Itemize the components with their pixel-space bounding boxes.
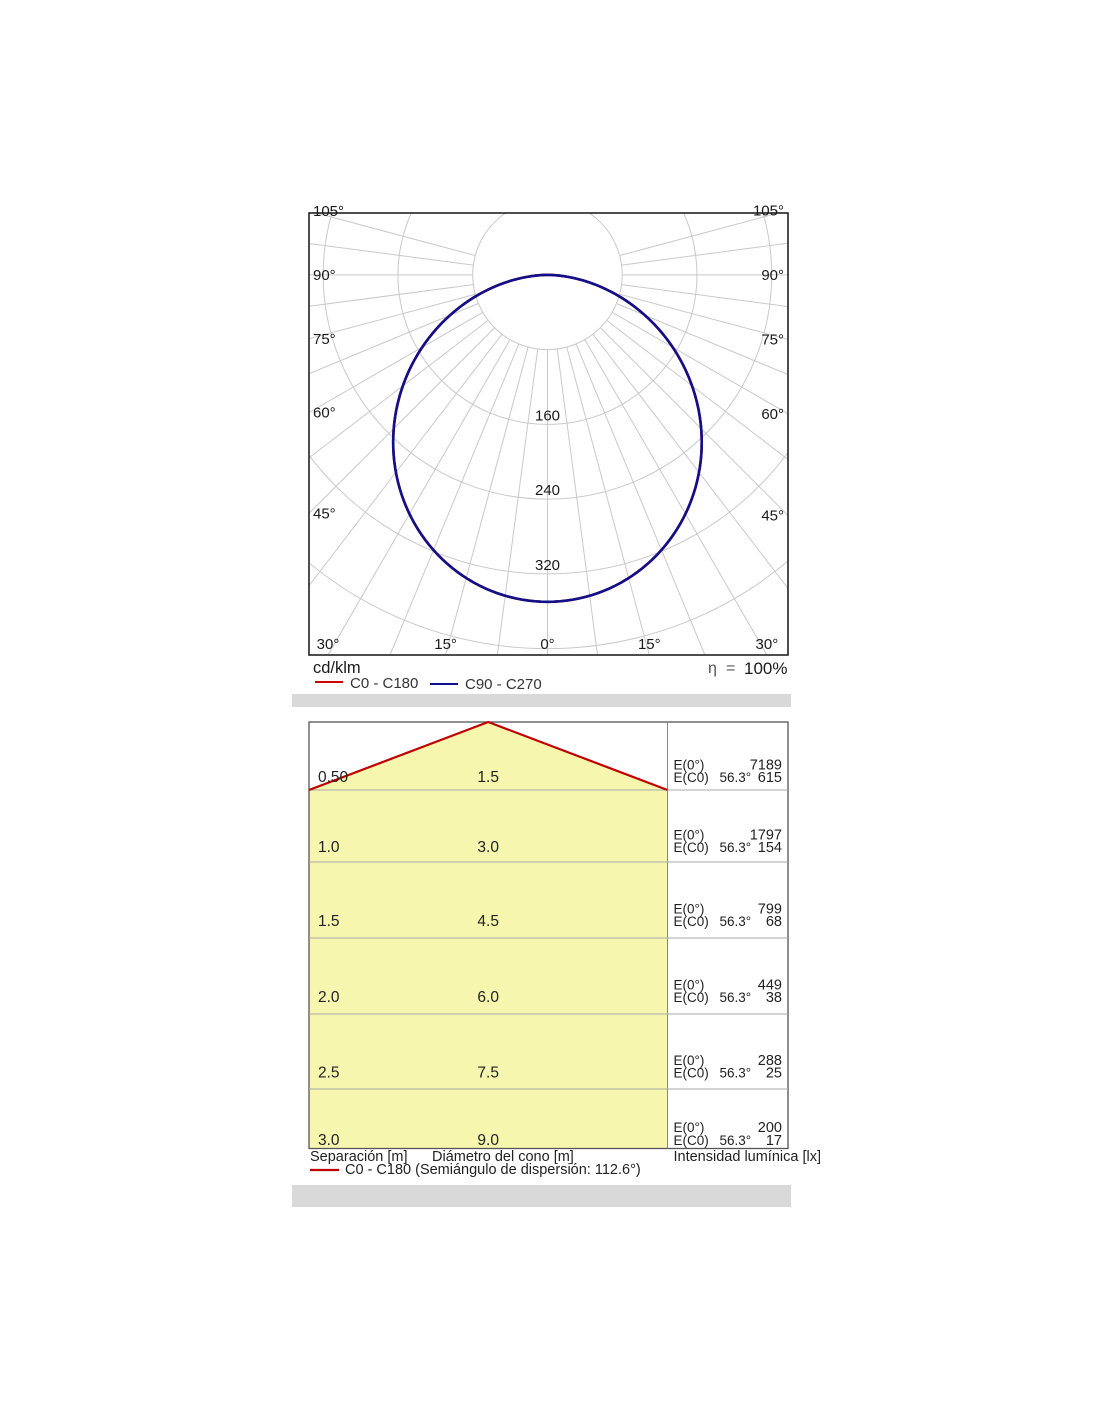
svg-text:E(C0): E(C0) (674, 990, 709, 1005)
svg-text:C90 - C270: C90 - C270 (465, 676, 542, 693)
svg-text:90°: 90° (761, 267, 784, 284)
svg-text:15°: 15° (434, 636, 457, 653)
svg-text:56.3°: 56.3° (720, 840, 752, 855)
svg-text:17: 17 (766, 1133, 782, 1149)
svg-text:E(C0): E(C0) (674, 770, 709, 785)
svg-text:η: η (708, 660, 717, 677)
svg-text:E(C0): E(C0) (674, 914, 709, 929)
svg-text:15°: 15° (638, 636, 661, 653)
svg-text:=: = (726, 660, 735, 677)
svg-text:56.3°: 56.3° (720, 1066, 752, 1081)
svg-text:100%: 100% (744, 659, 787, 678)
svg-text:160: 160 (535, 407, 560, 424)
svg-text:9.0: 9.0 (477, 1132, 499, 1149)
svg-text:30°: 30° (756, 636, 779, 653)
svg-text:7.5: 7.5 (477, 1065, 499, 1082)
svg-text:25: 25 (766, 1066, 782, 1082)
svg-text:154: 154 (758, 840, 782, 856)
svg-text:56.3°: 56.3° (720, 1133, 752, 1148)
svg-text:4.5: 4.5 (477, 913, 499, 930)
svg-text:30°: 30° (317, 636, 340, 653)
svg-text:56.3°: 56.3° (720, 914, 752, 929)
svg-text:3.0: 3.0 (318, 1132, 340, 1149)
svg-text:105°: 105° (753, 202, 784, 219)
svg-text:1.0: 1.0 (318, 839, 340, 856)
svg-text:320: 320 (535, 557, 560, 574)
svg-text:615: 615 (758, 770, 782, 786)
svg-text:2.5: 2.5 (318, 1065, 340, 1082)
svg-text:3.0: 3.0 (477, 839, 499, 856)
svg-text:0°: 0° (540, 636, 554, 653)
svg-text:38: 38 (766, 990, 782, 1006)
svg-text:90°: 90° (313, 267, 336, 284)
svg-text:45°: 45° (313, 505, 336, 522)
svg-text:45°: 45° (761, 507, 784, 524)
svg-text:2.0: 2.0 (318, 989, 340, 1006)
svg-text:68: 68 (766, 914, 782, 930)
svg-text:60°: 60° (313, 405, 336, 422)
svg-text:105°: 105° (313, 203, 344, 220)
svg-text:E(C0): E(C0) (674, 840, 709, 855)
svg-text:240: 240 (535, 482, 560, 499)
svg-text:75°: 75° (313, 331, 336, 348)
svg-text:1.5: 1.5 (477, 769, 499, 786)
svg-text:6.0: 6.0 (477, 989, 499, 1006)
svg-text:C0 - C180 (Semiángulo de dispe: C0 - C180 (Semiángulo de dispersión: 112… (345, 1162, 641, 1178)
svg-text:60°: 60° (761, 406, 784, 423)
svg-text:75°: 75° (761, 331, 784, 348)
svg-text:E(C0): E(C0) (674, 1133, 709, 1148)
svg-text:E(C0): E(C0) (674, 1066, 709, 1081)
svg-text:56.3°: 56.3° (720, 770, 752, 785)
svg-text:1.5: 1.5 (318, 913, 340, 930)
svg-text:0.50: 0.50 (318, 769, 349, 786)
svg-text:Intensidad lumínica [lx]: Intensidad lumínica [lx] (674, 1149, 822, 1165)
svg-text:56.3°: 56.3° (720, 990, 752, 1005)
svg-text:C0 - C180: C0 - C180 (350, 675, 418, 692)
